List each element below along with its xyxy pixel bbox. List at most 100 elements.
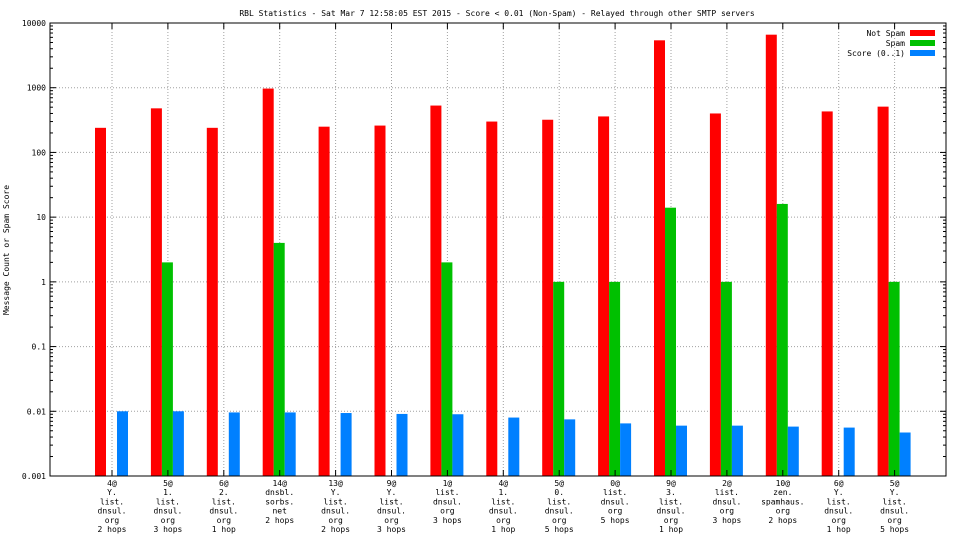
x-tick-label-line: 10@ [776, 479, 791, 488]
x-tick-label-line: org [831, 516, 846, 525]
x-tick-label-line: dnsul. [712, 497, 741, 506]
x-tick-label: 2@ list. dnsul. org 3 hops [712, 479, 741, 525]
bar-not-spam [95, 127, 106, 476]
x-tick-label: 5@ 1. list. dnsul. org 3 hops [153, 479, 182, 534]
bar-not-spam [262, 88, 274, 476]
x-tick-label-line: 5 hops [880, 525, 909, 534]
bar-not-spam [709, 113, 721, 477]
x-tick-label-line: sorbs. [265, 497, 294, 506]
x-tick-label: 9@ Y. list. dnsul. org 3 hops [377, 479, 406, 534]
bar-not-spam [430, 105, 442, 476]
x-tick-label: 4@ Y. list. dnsul. org 2 hops [98, 479, 127, 534]
x-tick-label-line: org [105, 516, 120, 525]
x-tick-label-line: 3 hops [377, 525, 406, 534]
x-tick-label-line: 2 hops [265, 516, 294, 525]
bar-not-spam [765, 34, 777, 476]
x-tick-label-line: 6@ [219, 479, 229, 488]
legend-swatch [910, 30, 935, 36]
bar-not-spam [206, 127, 218, 476]
x-tick-label-line: 13@ [328, 479, 343, 488]
x-tick-label-line: 4@ [498, 479, 508, 488]
bar-spam [273, 242, 285, 476]
x-tick-label-line: dnsbl. [265, 488, 294, 497]
x-tick-label-line: Y. [834, 488, 844, 497]
y-tick-label: 0.001 [22, 472, 46, 481]
x-tick-label-line: 2 hops [321, 525, 350, 534]
bar-spam [441, 262, 453, 476]
x-tick-label-line: 1. [163, 488, 173, 497]
x-tick-label-line: Y. [890, 488, 900, 497]
x-tick-label-line: list. [883, 497, 907, 506]
legend-label: Score (0..1) [847, 49, 905, 58]
bar-spam [161, 262, 173, 476]
y-tick-label: 0.01 [27, 407, 46, 416]
x-tick-label-line: 0. [554, 488, 564, 497]
y-tick-label: 10 [36, 213, 46, 222]
y-tick-label: 1000 [27, 84, 46, 93]
x-tick-label-line: org [887, 516, 902, 525]
legend-label: Not Spam [866, 29, 905, 38]
x-tick-label-line: 2@ [722, 479, 732, 488]
x-tick-label-line: 1 hop [212, 525, 236, 534]
y-tick-label: 0.1 [32, 343, 47, 352]
x-tick-label-line: dnsul. [880, 507, 909, 516]
x-tick-label-line: 5 hops [545, 525, 574, 534]
grid-lines [50, 23, 946, 476]
x-tick-label-line: list. [100, 497, 124, 506]
bar-score [117, 411, 128, 476]
plot-frame [49, 22, 947, 477]
x-tick-label-line: org [328, 516, 343, 525]
x-tick-label-line: Y. [107, 488, 117, 497]
bar-not-spam [150, 108, 162, 476]
bar-score [899, 432, 911, 476]
x-tick-label-line: 5@ [163, 479, 173, 488]
x-tick-label-line: dnsul. [98, 507, 127, 516]
x-tick-label: 6@ 2. list. dnsul. org 1 hop [209, 479, 238, 534]
x-tick-label-line: 2 hops [98, 525, 127, 534]
bar-not-spam [542, 119, 554, 476]
y-tick-label: 100 [32, 148, 47, 157]
x-tick-label: 9@ 3. list. dnsul. org 1 hop [657, 479, 686, 534]
bar-spam [665, 207, 676, 476]
x-tick-label-line: 1@ [443, 479, 453, 488]
x-tick-label-line: 3 hops [153, 525, 182, 534]
x-tick-label-line: zen. [773, 488, 792, 497]
x-tick-label-line: org [217, 516, 232, 525]
x-tick-label-line: org [496, 516, 511, 525]
x-tick-label-line: dnsul. [489, 507, 518, 516]
bars [95, 34, 911, 477]
x-tick-label-line: 6@ [834, 479, 844, 488]
bar-score [508, 417, 520, 476]
x-tick-label-line: org [720, 507, 735, 516]
bar-spam [609, 281, 621, 476]
x-tick-label-line: list. [324, 497, 348, 506]
x-tick-label-line: list. [379, 497, 403, 506]
bar-spam [776, 203, 788, 476]
x-tick-label-line: 5 hops [601, 516, 630, 525]
x-tick-label-line: list. [827, 497, 851, 506]
chart-title: RBL Statistics - Sat Mar 7 12:58:05 EST … [239, 9, 755, 18]
x-tick-label-line: dnsul. [657, 507, 686, 516]
x-tick-label-line: 2. [219, 488, 229, 497]
x-tick-label-line: 14@ [272, 479, 287, 488]
x-tick-label-line: org [552, 516, 567, 525]
y-tick-label: 10000 [22, 19, 46, 28]
x-tick-label-line: net [272, 507, 287, 516]
x-tick-label-line: dnsul. [433, 497, 462, 506]
bar-score [564, 419, 576, 476]
bar-score [676, 425, 687, 476]
x-tick-label-line: Y. [331, 488, 341, 497]
bar-score [396, 413, 408, 476]
legend-label: Spam [886, 39, 905, 48]
x-tick-label-line: org [440, 507, 455, 516]
bar-not-spam [598, 116, 610, 476]
x-tick-label-line: list. [603, 488, 627, 497]
x-tick-label-line: dnsul. [824, 507, 853, 516]
x-tick-label-line: Y. [387, 488, 397, 497]
x-tick-label-line: 1 hop [491, 525, 515, 534]
x-tick-label-line: 9@ [666, 479, 676, 488]
bar-score [228, 412, 240, 476]
x-tick-label-line: org [664, 516, 679, 525]
